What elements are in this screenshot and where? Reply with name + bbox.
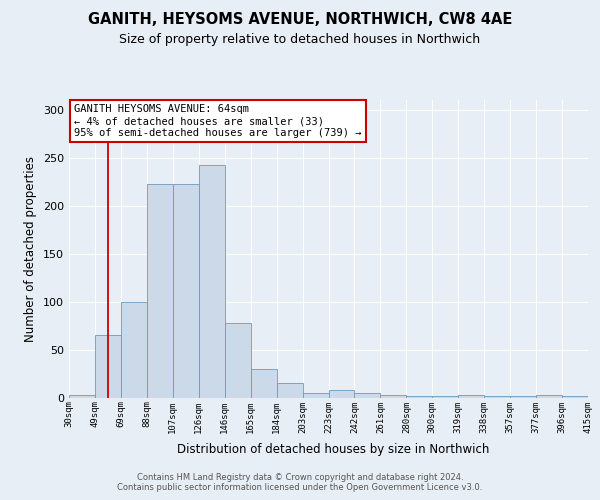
Y-axis label: Number of detached properties: Number of detached properties	[25, 156, 37, 342]
Bar	[380, 394, 406, 398]
Bar	[95, 335, 121, 398]
Bar	[225, 322, 251, 398]
Text: Distribution of detached houses by size in Northwich: Distribution of detached houses by size …	[177, 442, 489, 456]
Bar	[458, 394, 484, 398]
Text: GANITH, HEYSOMS AVENUE, NORTHWICH, CW8 4AE: GANITH, HEYSOMS AVENUE, NORTHWICH, CW8 4…	[88, 12, 512, 28]
Text: Size of property relative to detached houses in Northwich: Size of property relative to detached ho…	[119, 32, 481, 46]
Bar	[302, 392, 329, 398]
Bar	[406, 396, 432, 398]
Bar	[147, 184, 173, 398]
Bar	[433, 396, 458, 398]
Text: GANITH HEYSOMS AVENUE: 64sqm
← 4% of detached houses are smaller (33)
95% of sem: GANITH HEYSOMS AVENUE: 64sqm ← 4% of det…	[74, 104, 362, 138]
Bar	[199, 166, 224, 398]
Bar	[121, 302, 147, 398]
Text: Contains HM Land Registry data © Crown copyright and database right 2024.
Contai: Contains HM Land Registry data © Crown c…	[118, 473, 482, 492]
Bar	[251, 368, 277, 398]
Bar	[355, 392, 380, 398]
Bar	[173, 184, 199, 398]
Bar	[562, 396, 588, 398]
Bar	[329, 390, 355, 398]
Bar	[277, 383, 302, 398]
Bar	[69, 394, 95, 398]
Bar	[510, 396, 536, 398]
Bar	[484, 396, 510, 398]
Bar	[536, 394, 562, 398]
